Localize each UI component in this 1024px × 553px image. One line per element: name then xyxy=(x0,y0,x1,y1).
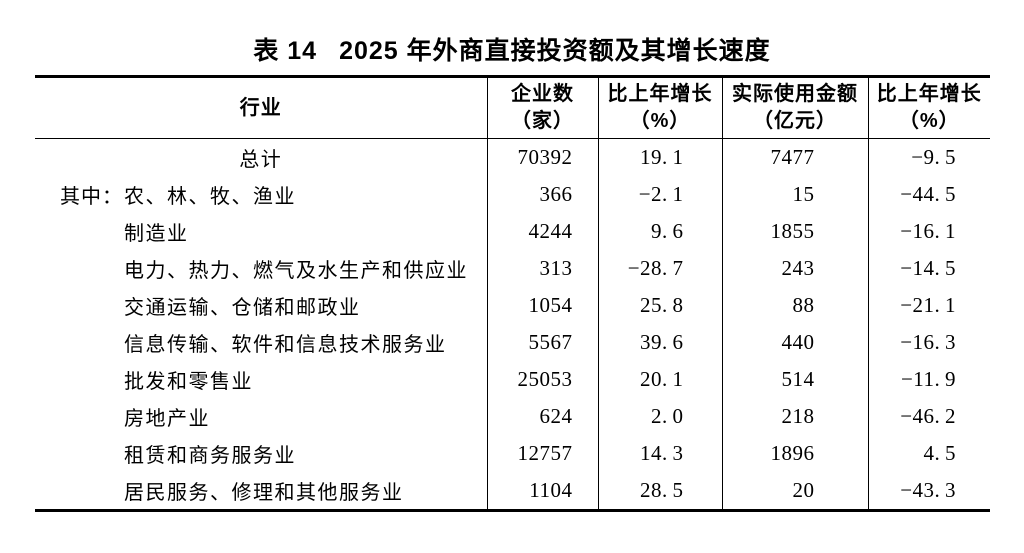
industry-label: 居民服务、修理和其他服务业 xyxy=(124,482,404,504)
col-header-enterprises: 企业数 （家） xyxy=(486,76,598,139)
industry-label: 交通运输、仓储和邮政业 xyxy=(124,297,361,319)
col-header-enterprises-growth: 比上年增长 （%） xyxy=(597,76,722,139)
enterprises-cell: 5567 xyxy=(486,324,598,361)
enterprises-cell: 70392 xyxy=(486,138,598,176)
enterprises-cell: 624 xyxy=(486,398,598,435)
col-header-amount: 实际使用金额 （亿元） xyxy=(721,76,868,139)
header-industry-label: 行业 xyxy=(239,96,282,119)
enterprises-growth-cell: 28. 5 xyxy=(597,472,722,511)
enterprises-cell: 4244 xyxy=(486,213,598,250)
industry-label: 电力、热力、燃气及水生产和供应业 xyxy=(124,260,468,282)
table-row: 居民服务、修理和其他服务业 1104 28. 5 20 −43. 3 xyxy=(35,472,990,511)
table-row: 批发和零售业 25053 20. 1 514 −11. 9 xyxy=(35,361,990,398)
enterprises-cell: 12757 xyxy=(486,435,598,472)
amount-growth-cell: −46. 2 xyxy=(867,398,990,435)
industry-cell: 电力、热力、燃气及水生产和供应业 xyxy=(35,250,487,287)
table-row: 租赁和商务服务业 12757 14. 3 1896 4. 5 xyxy=(35,435,990,472)
amount-cell: 88 xyxy=(721,287,868,324)
table-row: 总计 70392 19. 1 7477 −9. 5 xyxy=(35,138,990,177)
industry-label: 房地产业 xyxy=(124,408,210,430)
industry-label: 总计 xyxy=(239,149,283,171)
table-body: 总计 70392 19. 1 7477 −9. 5 其中：农、林、牧、渔业 366 −2. 1… xyxy=(35,138,990,511)
header-row: 行业 企业数 （家） 比上年增长 （%） 实际使用金额 （亿元） 比上年增长 （… xyxy=(35,76,990,139)
amount-growth-cell: −9. 5 xyxy=(867,138,990,176)
table-row: 房地产业 624 2. 0 218 −46. 2 xyxy=(35,398,990,435)
amount-growth-cell: −21. 1 xyxy=(867,287,990,324)
enterprises-growth-cell: 2. 0 xyxy=(597,398,722,435)
enterprises-cell: 313 xyxy=(486,250,598,287)
industry-cell: 制造业 xyxy=(35,213,487,250)
amount-cell: 514 xyxy=(721,361,868,398)
amount-cell: 7477 xyxy=(721,138,868,176)
industry-cell: 总计 xyxy=(35,139,487,177)
fdi-table: 行业 企业数 （家） 比上年增长 （%） 实际使用金额 （亿元） 比上年增长 （… xyxy=(35,75,990,512)
amount-growth-cell: −16. 1 xyxy=(867,213,990,250)
industry-cell: 信息传输、软件和信息技术服务业 xyxy=(35,324,487,361)
table-title-text: 2025 年外商直接投资额及其增长速度 xyxy=(339,37,771,65)
table-row: 交通运输、仓储和邮政业 1054 25. 8 88 −21. 1 xyxy=(35,287,990,324)
industry-cell: 居民服务、修理和其他服务业 xyxy=(35,472,487,511)
table-header: 行业 企业数 （家） 比上年增长 （%） 实际使用金额 （亿元） 比上年增长 （… xyxy=(35,76,990,139)
amount-cell: 15 xyxy=(721,176,868,213)
enterprises-cell: 1104 xyxy=(486,472,598,511)
amount-growth-cell: −14. 5 xyxy=(867,250,990,287)
enterprises-growth-cell: −28. 7 xyxy=(597,250,722,287)
amount-cell: 440 xyxy=(721,324,868,361)
amount-cell: 218 xyxy=(721,398,868,435)
industry-cell: 批发和零售业 xyxy=(35,361,487,398)
amount-growth-cell: −11. 9 xyxy=(867,361,990,398)
industry-label: 租赁和商务服务业 xyxy=(124,445,296,467)
enterprises-growth-cell: −2. 1 xyxy=(597,176,722,213)
amount-growth-cell: −43. 3 xyxy=(867,472,990,511)
industry-cell: 房地产业 xyxy=(35,398,487,435)
enterprises-cell: 1054 xyxy=(486,287,598,324)
table-title: 表 14 2025 年外商直接投资额及其增长速度 xyxy=(0,0,1024,66)
amount-growth-cell: −16. 3 xyxy=(867,324,990,361)
enterprises-growth-cell: 14. 3 xyxy=(597,435,722,472)
industry-label: 批发和零售业 xyxy=(124,371,253,393)
col-header-amount-growth: 比上年增长 （%） xyxy=(867,76,990,139)
table-row: 制造业 4244 9. 6 1855 −16. 1 xyxy=(35,213,990,250)
row-prefix: 其中： xyxy=(60,186,123,208)
table-row: 电力、热力、燃气及水生产和供应业 313 −28. 7 243 −14. 5 xyxy=(35,250,990,287)
enterprises-growth-cell: 19. 1 xyxy=(597,138,722,176)
industry-label: 制造业 xyxy=(124,223,189,245)
industry-cell: 交通运输、仓储和邮政业 xyxy=(35,287,487,324)
enterprises-growth-cell: 9. 6 xyxy=(597,213,722,250)
amount-cell: 1855 xyxy=(721,213,868,250)
amount-cell: 1896 xyxy=(721,435,868,472)
table-row: 其中：农、林、牧、渔业 366 −2. 1 15 −44. 5 xyxy=(35,176,990,213)
table-row: 信息传输、软件和信息技术服务业 5567 39. 6 440 −16. 3 xyxy=(35,324,990,361)
enterprises-growth-cell: 25. 8 xyxy=(597,287,722,324)
industry-cell: 其中：农、林、牧、渔业 xyxy=(35,176,487,213)
amount-growth-cell: −44. 5 xyxy=(867,176,990,213)
col-header-industry: 行业 xyxy=(35,76,487,139)
enterprises-growth-cell: 39. 6 xyxy=(597,324,722,361)
enterprises-cell: 25053 xyxy=(486,361,598,398)
amount-cell: 20 xyxy=(721,472,868,511)
amount-cell: 243 xyxy=(721,250,868,287)
table-number: 表 14 xyxy=(253,37,318,65)
industry-label: 信息传输、软件和信息技术服务业 xyxy=(124,334,447,356)
industry-cell: 租赁和商务服务业 xyxy=(35,435,487,472)
amount-growth-cell: 4. 5 xyxy=(867,435,990,472)
industry-label: 农、林、牧、渔业 xyxy=(124,186,296,208)
enterprises-cell: 366 xyxy=(486,176,598,213)
enterprises-growth-cell: 20. 1 xyxy=(597,361,722,398)
